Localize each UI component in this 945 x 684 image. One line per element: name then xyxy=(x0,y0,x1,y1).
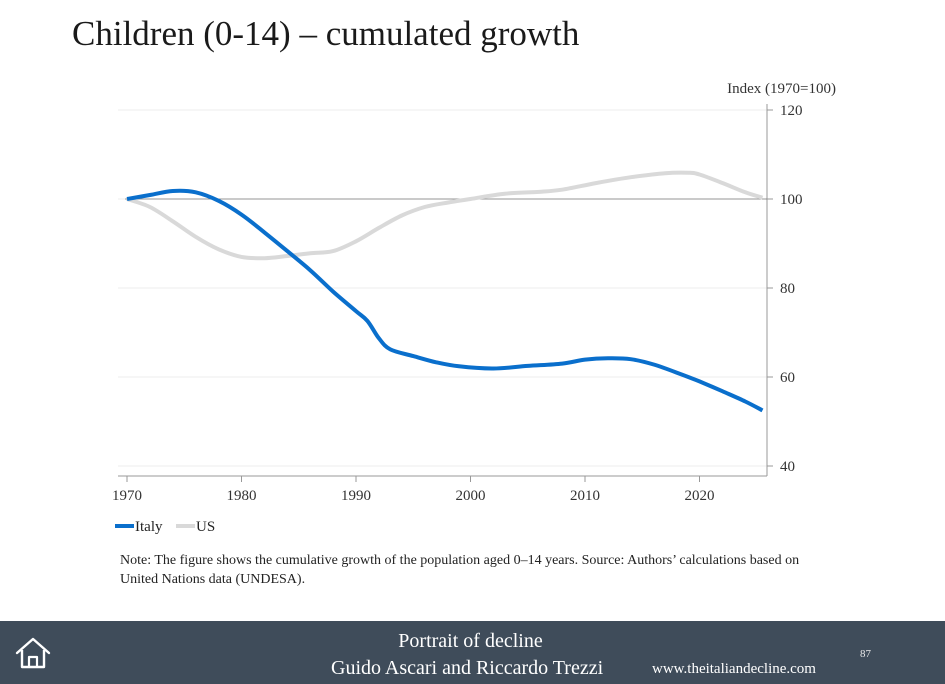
footer-url[interactable]: www.theitaliandecline.com xyxy=(652,661,816,677)
footer-title: Portrait of decline xyxy=(398,630,543,652)
line-chart: Index (1970=100) 40 60 80 100 120 1970 1980 199… xyxy=(112,81,836,535)
footer-authors: Guido Ascari and Riccardo Trezzi xyxy=(331,657,604,679)
y-tick-label: 100 xyxy=(780,192,803,208)
x-tick-label: 2020 xyxy=(685,488,715,504)
axes: Index (1970=100) xyxy=(118,81,836,477)
legend-label-italy: Italy xyxy=(135,519,163,535)
ticks: 40 60 80 100 120 1970 1980 1990 2000 2010 2020 xyxy=(112,103,803,504)
series xyxy=(126,170,764,413)
series-line-italy xyxy=(126,188,764,413)
gridlines xyxy=(118,109,767,467)
figure-note: Note: The figure shows the cumulative gr… xyxy=(120,553,800,587)
footer-bar: Portrait of decline Guido Ascari and Ric… xyxy=(0,621,945,684)
legend: Italy US xyxy=(115,519,215,535)
x-tick-label: 1990 xyxy=(341,488,371,504)
y-tick-label: 60 xyxy=(780,370,795,386)
home-icon[interactable] xyxy=(14,635,52,671)
series-line-us xyxy=(126,170,764,261)
x-tick-label: 1980 xyxy=(227,488,257,504)
legend-label-us: US xyxy=(196,519,215,535)
y-axis-title: Index (1970=100) xyxy=(727,81,836,97)
y-tick-label: 120 xyxy=(780,103,803,119)
x-tick-label: 1970 xyxy=(112,488,142,504)
x-tick-label: 2010 xyxy=(570,488,600,504)
y-tick-label: 80 xyxy=(780,281,795,297)
slide-title: Children (0-14) – cumulated growth xyxy=(72,14,580,53)
y-tick-label: 40 xyxy=(780,459,795,475)
page-number: 87 xyxy=(860,648,871,660)
x-tick-label: 2000 xyxy=(456,488,486,504)
